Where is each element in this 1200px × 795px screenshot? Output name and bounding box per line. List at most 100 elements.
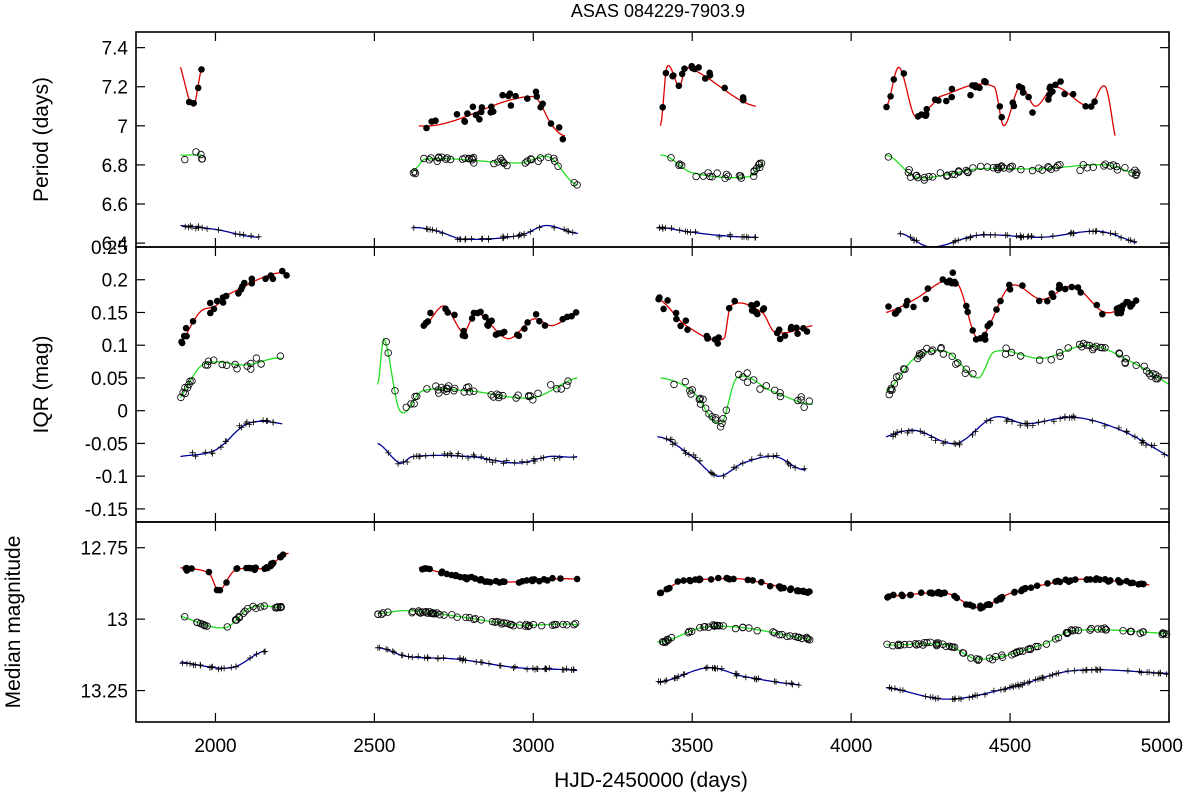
data-point-period-upper-3-37 (976, 84, 983, 92)
data-point-iqr-upper-0-18 (207, 309, 214, 317)
data-point-iqr-middle-2-7 (696, 400, 705, 408)
fit-line-period-lower-2 (657, 226, 756, 238)
data-point-median-upper-2-28 (775, 583, 783, 590)
data-point-period-upper-1-21 (507, 102, 515, 109)
data-point-period-middle-3-42 (1128, 169, 1136, 177)
data-point-iqr-middle-3-21 (1115, 349, 1123, 357)
data-point-period-middle-3-28 (1045, 164, 1053, 172)
data-point-iqr-middle-3-12 (899, 365, 908, 373)
data-point-iqr-lower-3-43 (1123, 428, 1130, 435)
data-point-iqr-lower-2-21 (739, 460, 746, 467)
data-point-period-middle-3-37 (1131, 166, 1139, 174)
data-point-iqr-lower-3-27 (1003, 418, 1010, 425)
data-point-period-middle-3-45 (914, 173, 922, 182)
data-point-median-lower-3-35 (886, 684, 893, 691)
data-point-iqr-lower-3-26 (987, 417, 994, 424)
data-point-iqr-upper-1-25 (563, 313, 571, 321)
data-point-period-lower-3-0 (1118, 234, 1125, 241)
data-point-iqr-lower-1-36 (430, 452, 437, 459)
data-point-period-middle-0-3 (192, 148, 200, 156)
data-point-iqr-upper-2-26 (682, 317, 690, 325)
data-point-iqr-upper-1-29 (572, 309, 580, 316)
data-point-iqr-upper-2-6 (781, 332, 789, 340)
data-point-period-lower-1-11 (439, 230, 446, 237)
data-point-period-middle-1-1 (521, 159, 529, 167)
data-point-iqr-middle-1-36 (557, 385, 565, 393)
data-point-period-lower-3-43 (1028, 233, 1035, 240)
data-point-median-lower-1-30 (546, 665, 553, 672)
data-point-iqr-upper-0-5 (182, 324, 190, 332)
data-point-iqr-middle-3-33 (962, 365, 970, 373)
data-point-iqr-lower-3-1 (928, 434, 935, 441)
data-point-iqr-middle-3-47 (939, 350, 948, 358)
data-point-iqr-upper-0-2 (279, 267, 286, 275)
x-tick-label-5: 4500 (989, 736, 1031, 757)
data-point-iqr-upper-1-33 (514, 331, 521, 339)
data-point-iqr-upper-0-1 (219, 299, 227, 306)
data-point-iqr-upper-1-23 (420, 322, 428, 330)
data-point-period-middle-1-27 (551, 157, 559, 165)
data-point-median-upper-3-39 (962, 601, 970, 608)
data-point-period-middle-3-53 (1076, 166, 1084, 175)
data-point-median-middle-1-34 (374, 610, 382, 618)
data-point-iqr-middle-3-57 (1149, 370, 1157, 378)
data-point-iqr-middle-3-17 (969, 370, 977, 378)
data-point-iqr-middle-1-16 (489, 393, 498, 401)
data-point-median-middle-1-25 (477, 616, 485, 624)
data-point-period-lower-0-10 (255, 233, 262, 240)
data-point-iqr-middle-3-20 (1098, 344, 1106, 352)
data-point-median-lower-3-49 (958, 696, 964, 703)
data-point-period-upper-1-7 (472, 111, 480, 119)
data-point-iqr-upper-3-51 (964, 308, 971, 316)
data-point-median-lower-2-29 (718, 665, 725, 672)
data-point-median-upper-0-14 (243, 564, 250, 572)
data-point-median-upper-0-25 (261, 565, 268, 573)
data-point-iqr-lower-3-29 (1017, 422, 1024, 429)
data-point-median-middle-0-26 (274, 603, 282, 611)
data-point-median-upper-3-15 (1044, 580, 1051, 587)
data-point-iqr-lower-3-32 (1061, 413, 1068, 420)
data-point-iqr-upper-3-3 (885, 303, 892, 310)
data-point-median-middle-0-4 (201, 622, 209, 630)
data-point-iqr-middle-2-11 (756, 385, 764, 393)
data-point-median-lower-2-0 (783, 680, 790, 687)
data-point-median-middle-2-31 (769, 628, 777, 636)
data-point-median-middle-3-72 (945, 642, 954, 650)
data-point-period-lower-3-38 (987, 232, 994, 239)
data-point-period-lower-3-45 (1092, 228, 1099, 235)
data-point-iqr-lower-1-3 (492, 457, 499, 464)
data-point-period-lower-2-4 (668, 225, 675, 231)
data-point-iqr-lower-2-3 (765, 452, 772, 459)
data-point-median-middle-1-53 (493, 617, 501, 626)
data-point-median-upper-1-28 (421, 565, 429, 572)
data-point-iqr-lower-1-15 (511, 459, 518, 466)
data-point-median-middle-2-4 (775, 631, 783, 639)
data-point-period-lower-1-0 (510, 233, 517, 240)
data-point-iqr-upper-3-33 (949, 269, 957, 277)
data-point-median-middle-3-40 (1042, 640, 1051, 648)
data-point-median-upper-2-35 (686, 576, 693, 584)
data-point-median-lower-1-20 (424, 654, 431, 661)
data-point-median-lower-1-37 (398, 652, 405, 659)
data-point-iqr-lower-0-1 (202, 449, 209, 456)
data-point-iqr-middle-1-32 (465, 388, 474, 396)
data-point-median-lower-3-29 (1053, 670, 1060, 677)
data-point-iqr-middle-2-10 (805, 397, 813, 405)
data-point-iqr-lower-3-14 (921, 430, 928, 437)
data-point-median-middle-2-24 (684, 629, 692, 637)
data-point-median-lower-1-31 (570, 666, 577, 673)
data-point-period-lower-2-0 (716, 233, 723, 240)
data-point-period-lower-3-4 (1038, 234, 1045, 240)
data-point-iqr-upper-0-19 (213, 297, 221, 305)
data-point-iqr-lower-3-12 (1143, 442, 1149, 449)
data-point-iqr-upper-2-33 (787, 325, 795, 333)
data-point-iqr-upper-1-22 (482, 313, 489, 321)
data-point-iqr-lower-2-19 (773, 452, 780, 459)
data-point-period-middle-1-4 (425, 156, 433, 164)
data-point-iqr-middle-3-41 (1056, 352, 1064, 360)
data-point-period-middle-3-23 (964, 168, 972, 177)
data-point-median-upper-3-67 (998, 593, 1006, 601)
data-point-iqr-lower-2-6 (686, 451, 692, 458)
data-point-iqr-middle-3-38 (1154, 373, 1163, 381)
data-point-iqr-upper-1-34 (524, 319, 531, 326)
